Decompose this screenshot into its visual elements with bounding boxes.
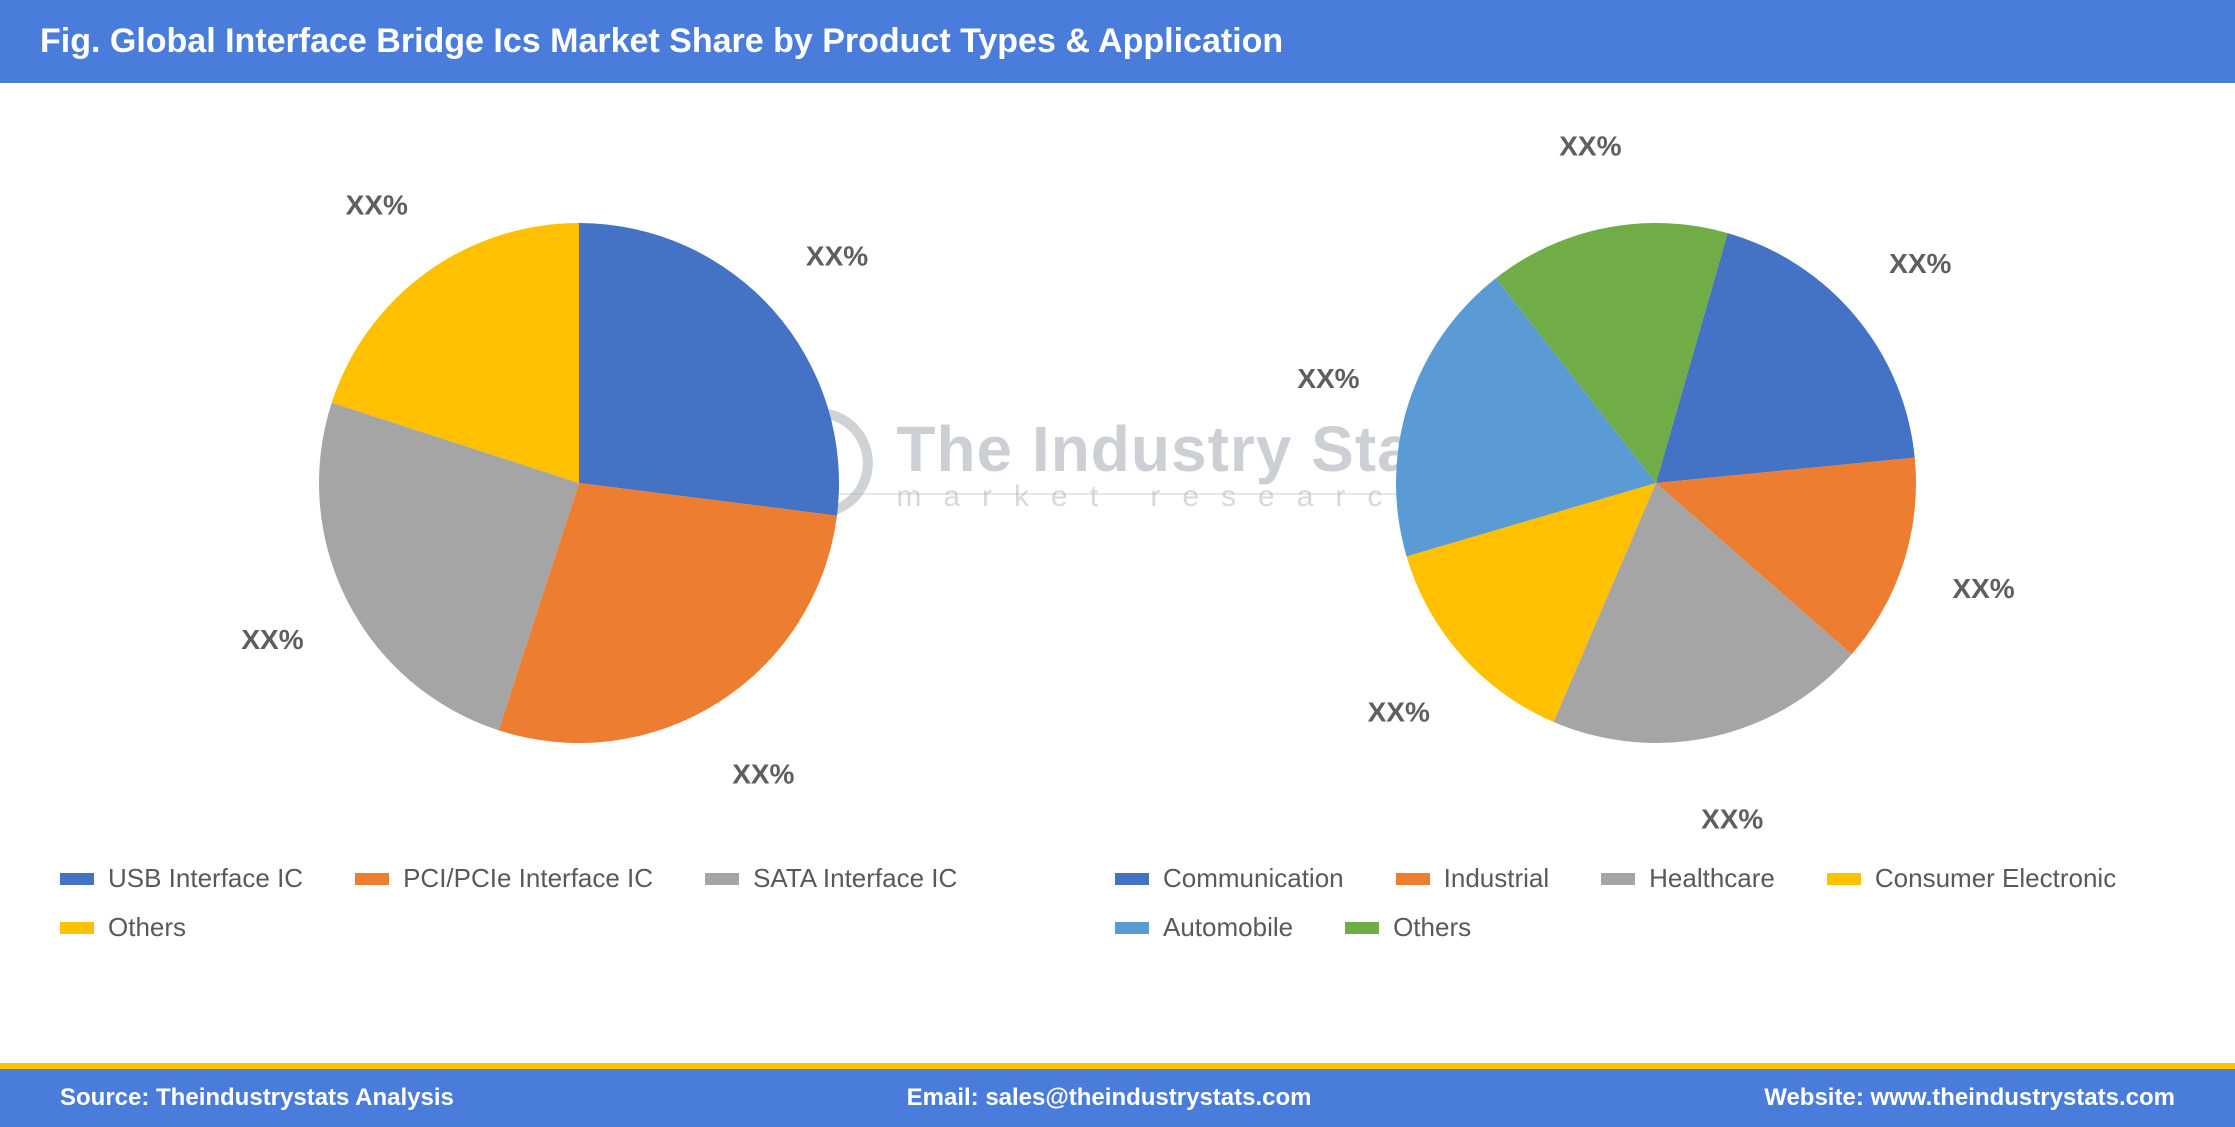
pie-chart-left: XX% XX% XX% XX% (79, 123, 1079, 843)
legend-item: Industrial (1396, 863, 1550, 894)
legend-item: Communication (1115, 863, 1344, 894)
footer-source: Source: Theindustrystats Analysis (60, 1084, 454, 1112)
legend-item: SATA Interface IC (705, 863, 957, 894)
legend-swatch (60, 922, 94, 934)
legend-swatch (1827, 873, 1861, 885)
legend-item: USB Interface IC (60, 863, 303, 894)
legend-swatch (705, 873, 739, 885)
legend-label: SATA Interface IC (753, 863, 957, 894)
legend-item: Automobile (1115, 912, 1293, 943)
legend-swatch (1396, 873, 1430, 885)
pie-chart-right: XX% XX% XX% XX% XX% XX% (1156, 123, 2156, 843)
legend-swatch (1601, 873, 1635, 885)
legend-swatch (1345, 922, 1379, 934)
slice-label: XX% (1298, 363, 1360, 394)
pie-slice (579, 223, 839, 516)
legend-label: Others (108, 912, 186, 943)
slice-label: XX% (345, 190, 407, 221)
slice-label: XX% (241, 624, 303, 655)
slice-label: XX% (1889, 248, 1951, 279)
charts-row: The Industry Stats market research XX%XX… (0, 83, 2235, 843)
legend-swatch (60, 873, 94, 885)
legend-item: Healthcare (1601, 863, 1775, 894)
legend-item: PCI/PCIe Interface IC (355, 863, 653, 894)
legend-label: Communication (1163, 863, 1344, 894)
legend-right: Communication Industrial Healthcare Consume… (1115, 863, 2175, 943)
slice-label: XX% (1701, 803, 1763, 834)
chart-header: Fig. Global Interface Bridge Ics Market … (0, 0, 2235, 83)
legend-label: USB Interface IC (108, 863, 303, 894)
slice-label: XX% (732, 758, 794, 789)
legend-item: Others (1345, 912, 1471, 943)
footer-website: Website: www.theindustrystats.com (1764, 1084, 2175, 1112)
legend-label: PCI/PCIe Interface IC (403, 863, 653, 894)
slice-label: XX% (806, 241, 868, 272)
chart-title: Fig. Global Interface Bridge Ics Market … (40, 22, 1283, 60)
slice-label: XX% (1953, 573, 2015, 604)
pie-svg-left: XX% XX% XX% XX% (79, 123, 1079, 843)
legend-item: Consumer Electronic (1827, 863, 2116, 894)
legend-label: Consumer Electronic (1875, 863, 2116, 894)
legend-swatch (1115, 873, 1149, 885)
footer-bar: Source: Theindustrystats Analysis Email:… (0, 1069, 2235, 1127)
slice-label: XX% (1368, 696, 1430, 727)
legend-label: Healthcare (1649, 863, 1775, 894)
pie-svg-right: XX% XX% XX% XX% XX% XX% (1156, 123, 2156, 843)
legend-label: Automobile (1163, 912, 1293, 943)
legend-swatch (355, 873, 389, 885)
footer-email: Email: sales@theindustrystats.com (907, 1084, 1312, 1112)
legends-row: USB Interface IC PCI/PCIe Interface IC SAT… (0, 863, 2235, 943)
legend-label: Industrial (1444, 863, 1550, 894)
legend-item: Others (60, 912, 186, 943)
legend-swatch (1115, 922, 1149, 934)
legend-label: Others (1393, 912, 1471, 943)
legend-left: USB Interface IC PCI/PCIe Interface IC SAT… (60, 863, 1115, 943)
slice-label: XX% (1559, 130, 1621, 161)
